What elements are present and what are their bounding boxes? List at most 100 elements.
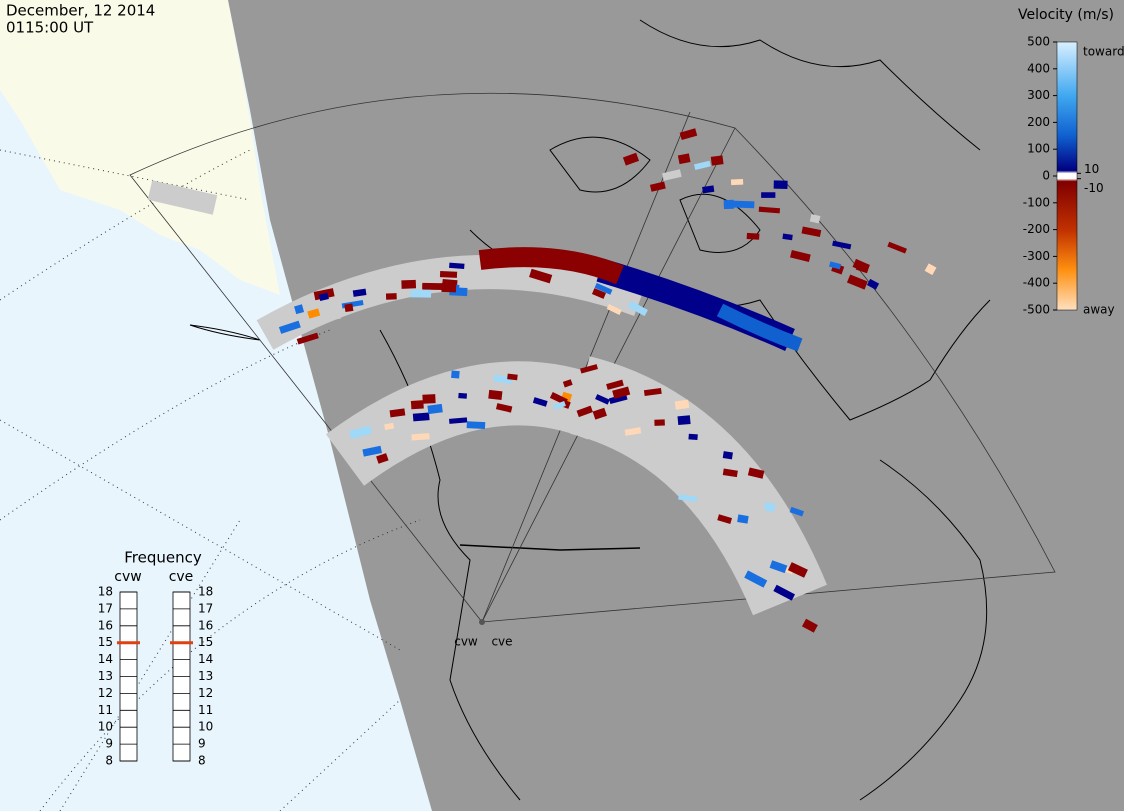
echo-cell <box>624 427 642 436</box>
echo-cell <box>846 274 868 290</box>
frequency-tick-label: 9 <box>105 737 113 751</box>
echo-cell <box>385 293 397 300</box>
echo-cell <box>482 260 495 268</box>
echo-cell <box>580 364 598 374</box>
echo-cell <box>441 282 457 293</box>
echo-cell <box>730 178 744 186</box>
echo-cell <box>278 320 301 334</box>
frequency-tick-label: 15 <box>198 635 213 649</box>
echo-cell <box>389 408 406 418</box>
frequency-tick-label: 18 <box>98 585 113 599</box>
echo-cell <box>677 153 691 165</box>
frequency-tick-label: 10 <box>198 720 213 734</box>
radar-name: cvw <box>114 569 141 585</box>
echo-cell <box>866 278 880 290</box>
echo-cell <box>852 258 870 273</box>
velocity-inner-tick-label: -10 <box>1084 181 1104 195</box>
velocity-tick-label: 400 <box>1027 61 1050 75</box>
echo-cell <box>702 185 715 194</box>
echo-cell <box>439 270 458 278</box>
echo-cell <box>507 373 518 381</box>
echo-cell <box>643 388 662 397</box>
echo-cell <box>747 467 765 479</box>
echo-cell <box>422 394 436 404</box>
echo-cell <box>458 392 468 399</box>
echo-cell <box>422 283 437 289</box>
velocity-tick-label: -500 <box>1023 303 1050 317</box>
velocity-tick-label: -100 <box>1023 195 1050 209</box>
echo-cell <box>790 249 811 263</box>
velocity-tick-label: 0 <box>1042 169 1050 183</box>
echo-cell <box>532 397 548 407</box>
velocity-tick-label: 500 <box>1027 35 1050 49</box>
velocity-tick-label: 300 <box>1027 88 1050 102</box>
echo-cell <box>591 288 607 299</box>
echo-cell <box>722 451 733 460</box>
echo-cell <box>606 379 624 390</box>
echo-cell <box>887 241 907 254</box>
echo-cell <box>744 570 768 588</box>
echo-cell <box>649 181 666 192</box>
radar-name: cve <box>169 569 194 585</box>
echo-cell <box>362 445 382 457</box>
echo-cell <box>451 370 460 379</box>
echo-cell <box>384 422 395 431</box>
echo-cell <box>412 412 430 422</box>
velocity-title: Velocity (m/s) <box>1018 7 1114 23</box>
echo-cell <box>449 417 468 424</box>
frequency-tick-label: 12 <box>198 686 213 700</box>
echo-cell <box>688 433 698 441</box>
echo-cell <box>678 494 698 502</box>
echo-cell <box>410 400 424 410</box>
velocity-tick-label: 100 <box>1027 142 1050 156</box>
echo-cell <box>410 289 432 298</box>
frequency-tick-label: 14 <box>198 652 213 666</box>
echo-cell <box>612 386 631 399</box>
velocity-tick-label: -200 <box>1023 222 1050 236</box>
echo-cell <box>495 403 513 413</box>
echo-cell <box>592 407 607 420</box>
echo-cell <box>422 384 431 392</box>
frequency-tick-label: 13 <box>98 669 113 683</box>
land-alaska <box>0 0 280 295</box>
echo-cell <box>562 379 573 388</box>
frequency-tick-label: 17 <box>98 601 113 615</box>
frequency-tick-label: 9 <box>198 737 206 751</box>
velocity-tick-label: -300 <box>1023 249 1050 263</box>
echo-cell <box>723 199 734 210</box>
echo-cell <box>801 226 822 237</box>
echo-cell <box>732 200 755 209</box>
echo-cell <box>296 332 319 345</box>
time: 0115:00 UT <box>6 19 94 37</box>
echo-cell <box>318 292 329 301</box>
echo-cell <box>809 214 821 224</box>
echo-cell <box>832 240 852 250</box>
echo-cell <box>829 261 842 270</box>
frequency-tick-label: 10 <box>98 720 113 734</box>
echo-cell <box>787 562 808 578</box>
echo-cell <box>654 419 665 426</box>
echo-cell <box>427 403 443 415</box>
echo-cell <box>376 453 389 464</box>
echo-cell <box>449 262 465 270</box>
echo-cell <box>782 233 793 241</box>
frequency-tick-label: 11 <box>198 703 213 717</box>
site-label: cvw <box>454 635 478 649</box>
echo-cell <box>761 192 776 198</box>
frequency-tick-label: 16 <box>198 618 213 632</box>
frequency-tick-label: 12 <box>98 686 113 700</box>
radar-site <box>479 619 485 625</box>
echo-cell <box>773 584 796 601</box>
away-label: away <box>1083 303 1115 317</box>
echo-cell <box>328 310 342 321</box>
date: December, 12 2014 <box>6 2 155 20</box>
frequency-tick-label: 18 <box>198 585 213 599</box>
velocity-inner-tick-label: 10 <box>1084 162 1099 176</box>
echo-cell <box>679 128 698 140</box>
frequency-tick-label: 16 <box>98 618 113 632</box>
echo-cell <box>717 514 732 524</box>
echo-cell <box>476 405 491 415</box>
frequency-tick-label: 15 <box>98 635 113 649</box>
echo-cell <box>307 308 321 319</box>
